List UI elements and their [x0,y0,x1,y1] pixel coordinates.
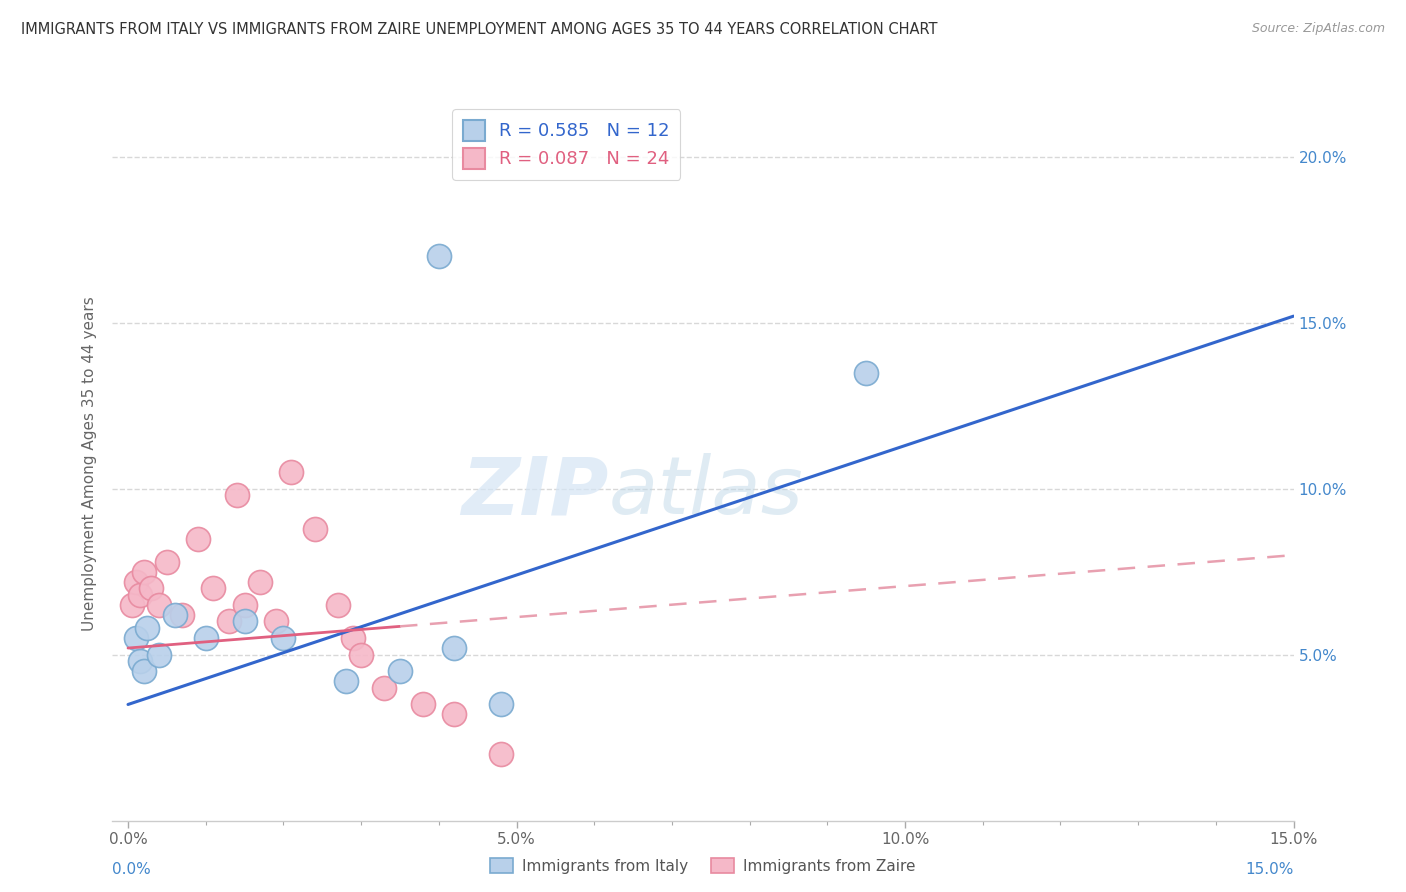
Point [218,615,240,629]
Point [388,665,411,679]
Point [187,532,209,546]
Legend: Immigrants from Italy, Immigrants from Zaire: Immigrants from Italy, Immigrants from Z… [484,852,922,880]
Point [233,598,256,612]
Point [125,631,148,645]
Point [249,574,271,589]
Point [304,522,326,536]
Point [427,249,450,263]
Point [194,631,217,645]
Point [132,665,155,679]
Point [233,615,256,629]
Point [125,574,148,589]
Point [148,648,170,662]
Point [373,681,395,695]
Point [225,488,247,502]
Point [489,698,512,712]
Point [132,565,155,579]
Text: 15.0%: 15.0% [1246,863,1294,877]
Y-axis label: Unemployment Among Ages 35 to 44 years: Unemployment Among Ages 35 to 44 years [82,296,97,632]
Point [264,615,287,629]
Point [136,621,159,635]
Point [855,366,877,380]
Point [202,582,225,596]
Text: 0.0%: 0.0% [112,863,152,877]
Point [128,654,150,668]
Point [280,465,302,479]
Point [121,598,143,612]
Point [156,555,179,569]
Text: ZIP: ZIP [461,453,609,532]
Point [443,707,465,722]
Text: Source: ZipAtlas.com: Source: ZipAtlas.com [1251,22,1385,36]
Point [163,607,186,622]
Point [342,631,364,645]
Point [443,641,465,656]
Point [128,588,150,602]
Text: IMMIGRANTS FROM ITALY VS IMMIGRANTS FROM ZAIRE UNEMPLOYMENT AMONG AGES 35 TO 44 : IMMIGRANTS FROM ITALY VS IMMIGRANTS FROM… [21,22,938,37]
Point [335,674,357,689]
Point [273,631,295,645]
Point [326,598,349,612]
Point [141,582,163,596]
Point [172,607,194,622]
Text: atlas: atlas [609,453,803,532]
Legend: R = 0.585   N = 12, R = 0.087   N = 24: R = 0.585 N = 12, R = 0.087 N = 24 [453,109,681,179]
Point [412,698,434,712]
Point [489,747,512,762]
Point [350,648,373,662]
Point [148,598,170,612]
